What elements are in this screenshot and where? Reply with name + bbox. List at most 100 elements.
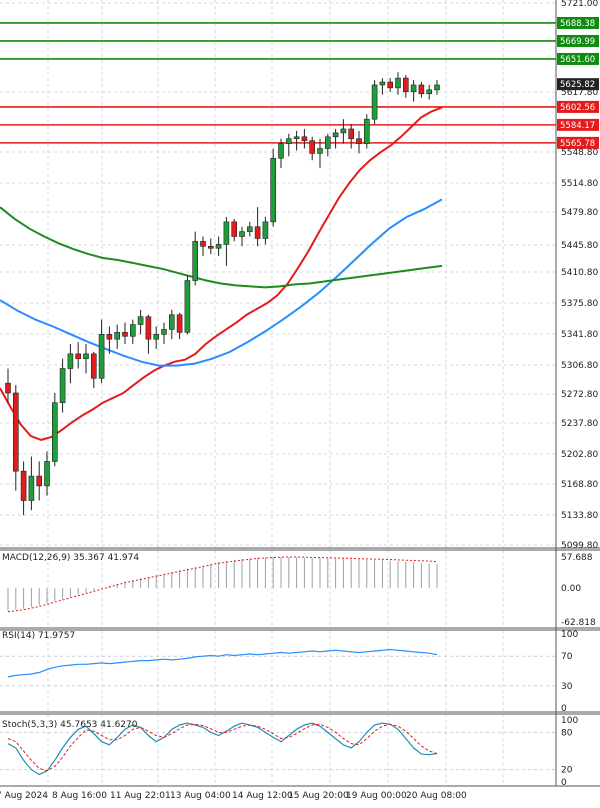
support-tag — [557, 136, 599, 149]
candle — [122, 322, 128, 345]
macd-panel: 57.688 0.00 -62.818 — [7, 553, 596, 628]
macd-tick-label: -62.818 — [561, 618, 596, 628]
candle — [91, 351, 97, 389]
candle-bull — [44, 461, 50, 487]
current-price-label: 5625.82 — [560, 80, 595, 90]
price-tick-label: 5548.80 — [561, 148, 598, 158]
candle-bull — [161, 329, 167, 335]
time-axis: 7 Aug 2024 8 Aug 16:00 11 Aug 22:01 13 Aug … — [0, 791, 467, 801]
price-tick-label: 5721.00 — [561, 0, 598, 9]
stoch-tick-label: 0 — [561, 778, 567, 788]
candle-bear — [402, 77, 409, 93]
support-tag — [557, 100, 599, 113]
candle — [379, 78, 386, 95]
candle-bear — [348, 128, 355, 140]
candle-bull — [98, 333, 105, 379]
candle-bull — [153, 333, 159, 340]
price-tick-label: 5514.80 — [561, 179, 598, 189]
candle — [5, 368, 11, 403]
stoch-tick-label: 20 — [561, 766, 573, 776]
rsi-tick-label: 70 — [561, 652, 573, 662]
rsi-tick-label: 0 — [561, 704, 567, 714]
candle — [285, 133, 292, 157]
candle — [395, 72, 401, 95]
moving-averages — [0, 106, 443, 441]
moving-average-line — [0, 198, 443, 367]
moving-average-line — [0, 206, 443, 289]
candle-bear — [5, 382, 11, 394]
candle — [254, 207, 261, 247]
stoch-panel: 100 80 20 0 — [0, 716, 578, 788]
price-tick-label: 5202.80 — [561, 450, 598, 460]
candles — [5, 72, 440, 516]
candle-bull — [83, 353, 89, 360]
panel-borders — [0, 0, 600, 787]
candle-bear — [13, 392, 19, 472]
candle-bull — [324, 136, 331, 149]
candle — [247, 221, 253, 237]
candle-bull — [192, 241, 198, 281]
grid — [0, 0, 556, 786]
candle-bull — [426, 89, 433, 95]
candle-bear — [301, 136, 308, 141]
price-tick-label: 5445.80 — [561, 241, 598, 251]
candle-bull — [137, 316, 144, 325]
time-tick-label: 14 Aug 12:00 — [232, 791, 293, 801]
candle-bear — [231, 221, 237, 237]
candle — [418, 82, 425, 98]
candle — [340, 119, 347, 144]
candle-bear — [122, 332, 128, 337]
candle — [161, 322, 167, 345]
candle — [59, 358, 66, 413]
candle — [410, 80, 417, 102]
rsi-panel: 100 70 30 0 — [0, 630, 578, 714]
candle — [278, 138, 284, 169]
candle — [223, 216, 230, 266]
candle-bear — [418, 84, 425, 95]
candle — [239, 226, 245, 247]
price-axis: 5721.00 5617.80 5548.80 5514.80 5479.80 5445.… — [561, 0, 598, 551]
candle-bull — [184, 280, 191, 333]
support-label: 5565.78 — [560, 139, 595, 149]
candle-bull — [285, 138, 292, 144]
candle-bear — [356, 138, 362, 144]
candle — [20, 461, 27, 516]
candle — [200, 236, 206, 257]
candle — [293, 130, 300, 151]
candle-bull — [379, 81, 386, 86]
resistance-label: 5669.99 — [560, 37, 595, 47]
support-label: 5602.56 — [560, 103, 595, 113]
candle-bull — [395, 77, 401, 89]
candle — [36, 461, 43, 501]
candle — [231, 218, 237, 242]
candle-bear — [91, 353, 97, 379]
candle — [67, 344, 74, 384]
candle — [192, 231, 198, 286]
candle — [363, 114, 370, 149]
candle-bull — [371, 84, 378, 120]
candle-bull — [340, 128, 347, 134]
macd-tick-label: 0.00 — [561, 584, 581, 594]
candle — [176, 312, 183, 340]
macd-label: MACD(12,26,9) 35.367 41.974 — [2, 553, 139, 563]
support-label: 5584.17 — [560, 121, 595, 131]
candle — [332, 128, 339, 149]
candle — [106, 326, 113, 354]
candle — [434, 80, 440, 95]
candle — [270, 148, 277, 227]
candle-bull — [239, 231, 245, 237]
candle — [301, 128, 308, 149]
level-lines: 5688.38 5669.99 5651.60 5602.56 5584.17 5565.… — [0, 16, 599, 149]
candle-bear — [387, 81, 394, 89]
candle — [262, 216, 269, 245]
price-tick-label: 5099.80 — [561, 541, 598, 551]
candle — [387, 78, 394, 92]
time-tick-label: 8 Aug 16:00 — [52, 791, 107, 801]
candle-bear — [309, 140, 316, 154]
stoch-tick-label: 100 — [561, 716, 578, 726]
rsi-tick-label: 30 — [561, 682, 573, 692]
candle — [75, 342, 81, 369]
stoch-k-line — [7, 722, 438, 776]
candle-bull — [130, 324, 136, 337]
price-tick-label: 5341.80 — [561, 330, 598, 340]
